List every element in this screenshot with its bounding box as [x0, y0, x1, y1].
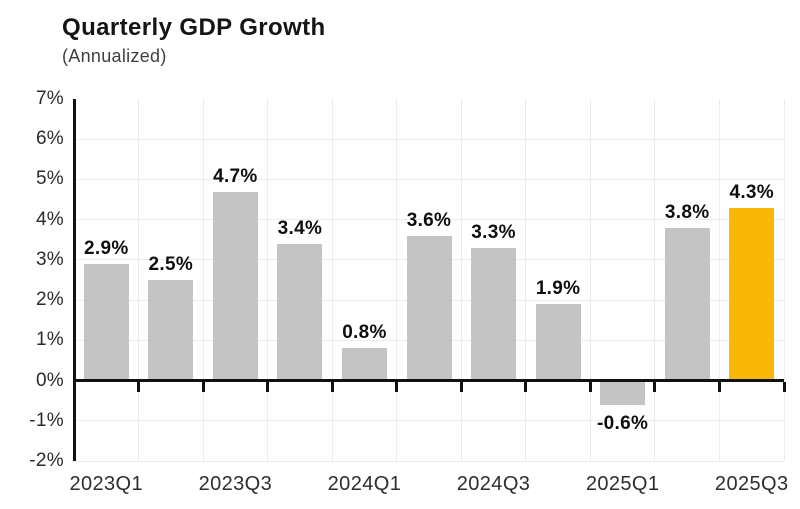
- bar-value-label: 3.3%: [471, 221, 516, 243]
- bar: [535, 304, 581, 381]
- bar-value-label: 2.9%: [84, 237, 129, 259]
- bar-value-label: 1.9%: [535, 278, 581, 300]
- bar-highlighted: [729, 207, 775, 381]
- y-axis-label: -2%: [29, 450, 64, 471]
- x-axis-tick: [717, 381, 721, 392]
- gridline-vertical: [525, 99, 527, 461]
- gridline-horizontal: [74, 178, 784, 180]
- plot-area: 2.9% 2.5% 4.7% 3.4% 0.8% 3.6% 3.3% 1.9% -0.6% 3.8…: [73, 99, 786, 462]
- bar-value-label: 3.8%: [664, 201, 710, 223]
- bar: [341, 348, 387, 381]
- gridline-vertical: [267, 99, 269, 461]
- gridline-vertical: [138, 99, 140, 461]
- bar: [406, 235, 452, 381]
- y-axis-label: 4%: [35, 208, 64, 230]
- y-axis-label: -1%: [29, 409, 64, 431]
- chart-title: Quarterly GDP Growth: [62, 14, 326, 41]
- x-axis-tick: [459, 381, 463, 392]
- x-axis-tick: [266, 381, 270, 392]
- gridline-vertical: [202, 99, 204, 461]
- x-axis-label: 2024Q3: [456, 473, 531, 495]
- x-axis-label: 2023Q3: [198, 473, 273, 495]
- x-axis-label: 2025Q3: [714, 473, 789, 495]
- gridline-vertical: [718, 99, 720, 461]
- x-axis-tick: [524, 381, 528, 392]
- gridline-horizontal: [74, 219, 784, 221]
- bar-value-label: 3.4%: [277, 217, 323, 239]
- x-axis-tick: [330, 381, 334, 392]
- bar: [83, 263, 129, 381]
- bar-value-label: -0.6%: [597, 412, 649, 434]
- gridline-vertical: [783, 99, 785, 461]
- gridline-horizontal: [74, 460, 784, 462]
- y-axis-label: 3%: [35, 248, 64, 270]
- y-axis-line: [73, 99, 76, 461]
- gridline-vertical: [654, 99, 656, 461]
- x-axis-zero-line: [74, 379, 784, 383]
- y-axis-label: 5%: [35, 168, 64, 190]
- gridline-horizontal: [74, 138, 784, 140]
- y-axis-label: 2%: [35, 289, 64, 311]
- gridline-vertical: [396, 99, 398, 461]
- y-axis-label: 7%: [35, 88, 64, 109]
- x-axis-label: 2024Q1: [327, 473, 402, 495]
- bar: [212, 191, 258, 381]
- x-axis-label: 2023Q1: [69, 473, 144, 495]
- x-axis-tick: [395, 381, 399, 392]
- bar: [600, 380, 646, 405]
- x-axis-tick: [653, 381, 657, 392]
- bar: [148, 280, 194, 381]
- bar-value-label: 4.3%: [729, 181, 774, 203]
- y-axis-label: 6%: [35, 128, 64, 150]
- x-axis-tick: [782, 381, 786, 392]
- bar-value-label: 0.8%: [342, 322, 387, 344]
- x-axis-label: 2025Q1: [585, 473, 660, 495]
- x-axis-tick: [137, 381, 141, 392]
- bar-value-label: 2.5%: [148, 254, 194, 275]
- y-axis-label: 1%: [35, 329, 64, 351]
- bar-value-label: 4.7%: [213, 165, 258, 187]
- gridline-vertical: [460, 99, 462, 461]
- x-axis-tick: [588, 381, 592, 392]
- chart-subtitle: (Annualized): [62, 46, 167, 66]
- bar-value-label: 3.6%: [406, 209, 452, 231]
- gridline-horizontal: [74, 420, 784, 422]
- bar: [664, 227, 710, 381]
- bar: [471, 247, 517, 381]
- bar: [277, 243, 323, 381]
- x-axis-tick: [201, 381, 205, 392]
- gridline-vertical: [589, 99, 591, 461]
- gridline-vertical: [331, 99, 333, 461]
- y-axis-label: 0%: [35, 369, 64, 391]
